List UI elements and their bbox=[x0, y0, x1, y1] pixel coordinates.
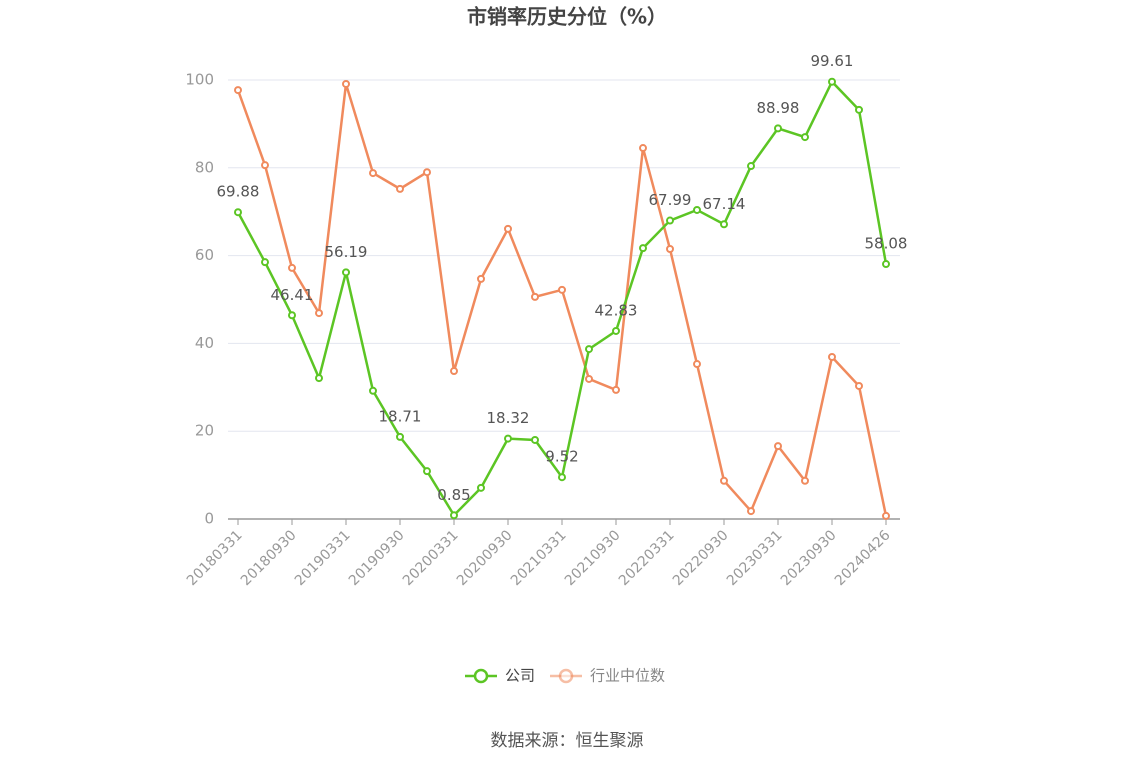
point bbox=[288, 311, 296, 320]
point bbox=[234, 86, 242, 95]
y-tick-label: 60 bbox=[195, 246, 214, 264]
data-label: 69.88 bbox=[217, 183, 260, 201]
data-label: 67.99 bbox=[649, 191, 692, 209]
data-label: 56.19 bbox=[325, 243, 368, 261]
data-label: 67.14 bbox=[703, 195, 746, 213]
point bbox=[774, 124, 782, 133]
point bbox=[504, 224, 512, 233]
data-label: 9.52 bbox=[545, 448, 578, 466]
point bbox=[531, 292, 539, 301]
point bbox=[342, 268, 350, 277]
y-tick-label: 20 bbox=[195, 422, 214, 440]
point bbox=[855, 381, 863, 390]
point bbox=[369, 386, 377, 395]
point bbox=[558, 285, 566, 294]
point bbox=[882, 511, 890, 520]
x-tick-label: 20230930 bbox=[778, 527, 840, 589]
data-label: 18.71 bbox=[379, 407, 422, 425]
data-label: 46.41 bbox=[271, 286, 314, 304]
y-tick-label: 0 bbox=[204, 510, 214, 528]
point bbox=[666, 216, 674, 225]
point bbox=[666, 245, 674, 254]
data-label: 18.32 bbox=[487, 409, 530, 427]
point bbox=[882, 260, 890, 269]
point bbox=[693, 360, 701, 369]
point bbox=[261, 161, 269, 170]
y-tick-label: 80 bbox=[195, 158, 214, 176]
point bbox=[612, 326, 620, 335]
x-tick-label: 20240426 bbox=[832, 527, 894, 589]
point bbox=[234, 208, 242, 217]
point bbox=[720, 220, 728, 229]
point bbox=[504, 434, 512, 443]
point bbox=[423, 168, 431, 177]
point bbox=[558, 473, 566, 482]
point bbox=[828, 77, 836, 86]
chart-title: 市销率历史分位（%） bbox=[467, 5, 667, 29]
x-tick-label: 20180930 bbox=[238, 527, 300, 589]
point bbox=[855, 105, 863, 114]
y-tick-label: 40 bbox=[195, 334, 214, 352]
point bbox=[720, 476, 728, 485]
point bbox=[261, 258, 269, 267]
point bbox=[369, 169, 377, 178]
source: 数据来源：恒生聚源 bbox=[491, 731, 644, 751]
x-tick-label: 20200331 bbox=[400, 527, 462, 589]
x-tick-label: 20220331 bbox=[616, 527, 678, 589]
point bbox=[288, 263, 296, 272]
x-tick-label: 20190930 bbox=[346, 527, 408, 589]
point bbox=[531, 435, 539, 444]
point bbox=[342, 79, 350, 88]
point bbox=[396, 432, 404, 441]
point bbox=[585, 374, 593, 383]
point bbox=[801, 133, 809, 142]
y-tick-label: 100 bbox=[185, 71, 214, 89]
point bbox=[477, 274, 485, 283]
point bbox=[423, 467, 431, 476]
data-label: 42.83 bbox=[595, 301, 638, 319]
point bbox=[477, 483, 485, 492]
x-tick-label: 20220930 bbox=[670, 527, 732, 589]
point bbox=[774, 442, 782, 451]
point bbox=[396, 184, 404, 193]
x-tick-label: 20230331 bbox=[724, 527, 786, 589]
legend-marker bbox=[558, 668, 574, 684]
data-label: 99.61 bbox=[811, 52, 854, 70]
legend-marker bbox=[473, 668, 489, 684]
x-tick-label: 20190331 bbox=[292, 527, 354, 589]
x-tick-label: 20210331 bbox=[508, 527, 570, 589]
data-label: 58.08 bbox=[865, 235, 908, 253]
data-label: 0.85 bbox=[437, 486, 470, 504]
point bbox=[747, 507, 755, 516]
point bbox=[585, 345, 593, 354]
point bbox=[612, 385, 620, 394]
x-tick-label: 20210930 bbox=[562, 527, 624, 589]
point bbox=[801, 476, 809, 485]
point bbox=[450, 511, 458, 520]
point bbox=[450, 367, 458, 376]
data-label: 88.98 bbox=[757, 99, 800, 117]
x-tick-label: 20180331 bbox=[184, 527, 246, 589]
legend-label: 行业中位数 bbox=[590, 667, 665, 685]
point bbox=[747, 162, 755, 171]
point bbox=[315, 309, 323, 318]
point bbox=[639, 144, 647, 153]
x-tick-label: 20200930 bbox=[454, 527, 516, 589]
legend-label: 公司 bbox=[505, 667, 535, 685]
point bbox=[693, 205, 701, 214]
point bbox=[639, 244, 647, 253]
point bbox=[315, 374, 323, 383]
point bbox=[828, 353, 836, 362]
